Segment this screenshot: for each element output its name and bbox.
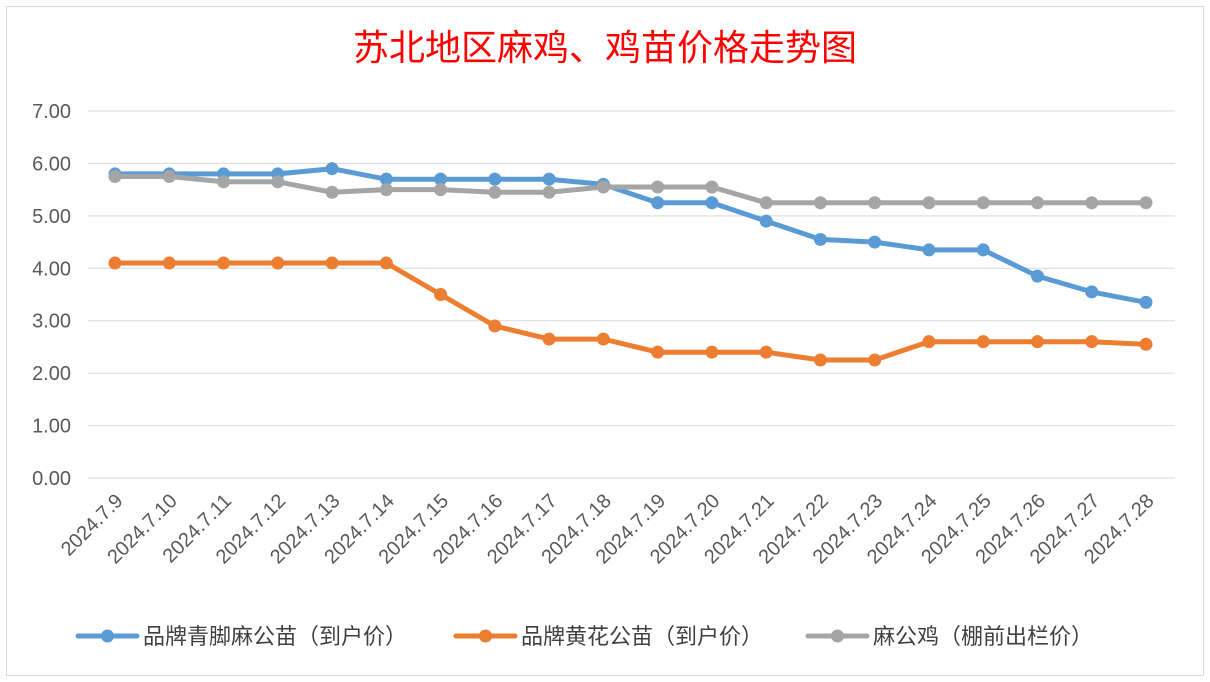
data-point <box>379 172 393 186</box>
data-point <box>108 170 122 184</box>
y-tick-label: 0.00 <box>32 468 71 490</box>
series-layer <box>108 162 1153 367</box>
data-point <box>1030 196 1044 210</box>
data-point <box>1085 196 1099 210</box>
legend-item: 麻公鸡（棚前出栏价） <box>805 624 1093 649</box>
data-point <box>217 175 231 189</box>
data-point <box>922 196 936 210</box>
legend-label: 品牌黄花公苗（到户价） <box>521 624 763 649</box>
data-point <box>868 353 882 367</box>
data-point <box>1030 335 1044 349</box>
data-point <box>868 235 882 249</box>
data-point <box>325 256 339 270</box>
data-point <box>488 185 502 199</box>
data-point <box>1139 295 1153 309</box>
data-point <box>1085 335 1099 349</box>
y-tick-label: 4.00 <box>32 258 71 280</box>
series-2 <box>108 256 1153 367</box>
data-point <box>108 256 122 270</box>
data-point <box>976 243 990 257</box>
data-point <box>162 170 176 184</box>
data-point <box>217 256 231 270</box>
y-tick-label: 6.00 <box>32 153 71 175</box>
data-point <box>705 345 719 359</box>
data-point <box>868 196 882 210</box>
legend-item: 品牌黄花公苗（到户价） <box>453 624 763 649</box>
series-line <box>112 166 1149 305</box>
data-point <box>922 243 936 257</box>
data-point <box>759 214 773 228</box>
series-line <box>112 174 1149 206</box>
data-point <box>271 175 285 189</box>
data-point <box>813 196 827 210</box>
y-tick-label: 5.00 <box>32 206 71 228</box>
data-point <box>759 196 773 210</box>
data-point <box>813 232 827 246</box>
gridlines <box>88 110 1175 479</box>
data-point <box>325 162 339 176</box>
legend-swatch-marker <box>479 629 492 643</box>
legend: 品牌青脚麻公苗（到户价） 品牌黄花公苗（到户价） 麻公鸡（棚前出栏价） <box>75 624 1093 649</box>
y-tick-label: 7.00 <box>32 101 71 123</box>
data-point <box>162 256 176 270</box>
data-point <box>1085 285 1099 299</box>
data-point <box>542 332 556 346</box>
data-point <box>976 196 990 210</box>
data-point <box>1030 269 1044 283</box>
data-point <box>434 288 448 301</box>
data-point <box>596 332 610 346</box>
data-point <box>434 183 448 197</box>
data-point <box>813 353 827 367</box>
data-point <box>705 180 719 194</box>
data-point <box>1139 196 1153 210</box>
data-point <box>596 180 610 194</box>
data-point <box>488 172 502 186</box>
y-tick-label: 2.00 <box>32 363 71 385</box>
data-point <box>488 319 502 333</box>
legend-swatch-marker <box>101 629 114 643</box>
series-3 <box>108 170 1153 210</box>
data-point <box>759 345 773 359</box>
data-point <box>651 180 665 194</box>
legend-swatch-marker <box>831 629 844 643</box>
data-point <box>379 183 393 197</box>
data-point <box>434 172 448 186</box>
data-point <box>705 196 719 210</box>
y-tick-label: 1.00 <box>32 416 71 438</box>
data-point <box>922 335 936 349</box>
data-point <box>1139 337 1153 351</box>
y-tick-label: 3.00 <box>32 311 71 333</box>
series-line <box>112 260 1149 363</box>
data-point <box>542 172 556 186</box>
y-axis: 0.00 1.00 2.00 3.00 4.00 5.00 6.00 7.00 <box>32 101 71 490</box>
data-point <box>542 185 556 199</box>
legend-item: 品牌青脚麻公苗（到户价） <box>75 624 407 649</box>
data-point <box>379 256 393 270</box>
data-point <box>651 345 665 359</box>
data-point <box>651 196 665 210</box>
legend-label: 麻公鸡（棚前出栏价） <box>873 624 1093 649</box>
data-point <box>976 335 990 349</box>
chart-title: 苏北地区麻鸡、鸡苗价格走势图 <box>353 28 857 69</box>
data-point <box>271 256 285 270</box>
legend-label: 品牌青脚麻公苗（到户价） <box>143 624 407 649</box>
data-point <box>325 185 339 199</box>
